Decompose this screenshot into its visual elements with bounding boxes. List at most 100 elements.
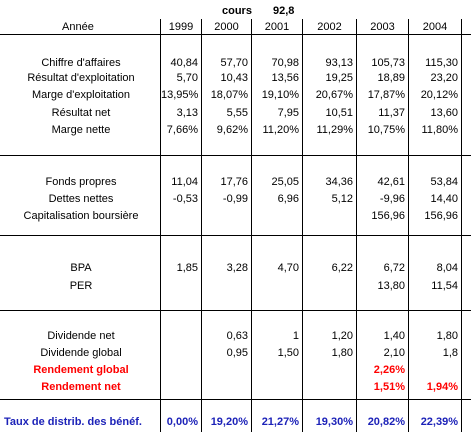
- table-cell: 6,96: [277, 193, 299, 205]
- table-cell: 1,85: [176, 262, 198, 274]
- row-label: Résultat net: [51, 107, 111, 119]
- table-cell: 57,70: [220, 57, 248, 69]
- table-cell: 23,20: [430, 72, 458, 84]
- table-cell: 13,95%: [161, 89, 199, 101]
- row-label: BPA: [70, 262, 92, 274]
- table-cell: 70,98: [271, 57, 299, 69]
- cours-value: 92,8: [273, 5, 295, 17]
- table-cell: 2,26%: [373, 364, 405, 376]
- header-year-2000: 2000: [214, 21, 239, 33]
- row-label: Capitalisation boursière: [23, 210, 139, 222]
- table-cell: 18,07%: [210, 89, 248, 101]
- table-cell: 115,30: [425, 57, 458, 69]
- section-rule-4: [0, 399, 471, 400]
- footer-value-2000: 19,20%: [210, 416, 248, 428]
- table-cell: 8,04: [436, 262, 458, 274]
- table-cell: 19,10%: [261, 89, 299, 101]
- col-rule-6: [408, 19, 409, 432]
- table-cell: 1,94%: [426, 381, 458, 393]
- row-label: Fonds propres: [45, 176, 117, 188]
- table-cell: 6,72: [383, 262, 405, 274]
- section-rule-3: [0, 310, 471, 311]
- table-cell: 10,75%: [367, 124, 405, 136]
- table-cell: 10,51: [325, 107, 353, 119]
- footer-value-2002: 19,30%: [315, 416, 353, 428]
- table-cell: 13,56: [271, 72, 299, 84]
- footer-value-2001: 21,27%: [261, 416, 299, 428]
- table-cell: 1,8: [442, 347, 458, 359]
- table-cell: 156,96: [424, 210, 458, 222]
- table-cell: 7,66%: [166, 124, 198, 136]
- section-rule-1: [0, 155, 471, 156]
- section-rule-2: [0, 235, 471, 236]
- table-cell: 10,43: [220, 72, 248, 84]
- table-cell: 42,61: [377, 176, 405, 188]
- table-cell: 105,73: [371, 57, 405, 69]
- row-label: Rendement global: [33, 364, 129, 376]
- cours-label: cours: [222, 5, 252, 17]
- col-rule-4: [302, 19, 303, 432]
- row-label: Chiffre d'affaires: [41, 57, 121, 69]
- table-cell: 11,80%: [421, 124, 459, 136]
- table-cell: 156,96: [371, 210, 405, 222]
- table-cell: 5,55: [226, 107, 248, 119]
- row-label: Rendement net: [41, 381, 121, 393]
- table-cell: 13,60: [430, 107, 458, 119]
- table-cell: 3,28: [226, 262, 248, 274]
- col-rule-3: [251, 19, 252, 432]
- header-label: Année: [62, 21, 94, 33]
- table-cell: 6,22: [331, 262, 353, 274]
- table-cell: 34,36: [325, 176, 353, 188]
- table-cell: 1,80: [436, 330, 458, 342]
- col-rule-2: [201, 19, 202, 432]
- table-cell: 25,05: [271, 176, 299, 188]
- header-year-2004: 2004: [422, 21, 448, 33]
- table-cell: 1,50: [277, 347, 299, 359]
- table-cell: 11,54: [431, 280, 458, 292]
- table-cell: 17,87%: [367, 89, 405, 101]
- table-cell: 0,95: [226, 347, 248, 359]
- header-year-1999: 1999: [168, 21, 194, 33]
- table-cell: 20,12%: [420, 89, 458, 101]
- table-cell: 5,70: [176, 72, 198, 84]
- footer-value-2004: 22,39%: [420, 416, 458, 428]
- table-cell: 40,84: [170, 57, 198, 69]
- table-cell: 2,10: [383, 347, 405, 359]
- table-cell: 1,40: [383, 330, 405, 342]
- table-cell: 53,84: [430, 176, 458, 188]
- table-cell: 1,20: [331, 330, 353, 342]
- table-cell: 9,62%: [216, 124, 248, 136]
- table-cell: 3,13: [176, 107, 198, 119]
- row-label: Résultat d'exploitation: [27, 72, 135, 84]
- row-label: Dividende global: [40, 347, 122, 359]
- table-cell: 5,12: [331, 193, 353, 205]
- row-label: Dettes nettes: [48, 193, 114, 205]
- header-year-2003: 2003: [370, 21, 395, 33]
- table-cell: 18,89: [377, 72, 405, 84]
- table-cell: 11,04: [171, 176, 198, 188]
- col-rule-7: [461, 19, 462, 432]
- table-cell: 7,95: [277, 107, 299, 119]
- header-year-2001: 2001: [264, 21, 290, 33]
- table-cell: 0,63: [226, 330, 248, 342]
- table-cell: 17,76: [220, 176, 248, 188]
- table-cell: 19,25: [325, 72, 353, 84]
- table-cell: 4,70: [277, 262, 299, 274]
- col-rule-1: [160, 19, 161, 432]
- table-cell: 1,80: [331, 347, 353, 359]
- footer-value-1999: 0,00%: [166, 416, 198, 428]
- row-label: Dividende net: [47, 330, 115, 342]
- header-rule: [0, 34, 471, 35]
- footer-value-2003: 20,82%: [367, 416, 405, 428]
- header-year-2002: 2002: [317, 21, 342, 33]
- table-cell: 93,13: [325, 57, 353, 69]
- row-label: PER: [69, 280, 93, 292]
- col-rule-5: [356, 19, 357, 432]
- table-cell: 1: [292, 330, 299, 342]
- table-cell: 14,40: [430, 193, 458, 205]
- table-cell: 11,29%: [316, 124, 354, 136]
- footer-label: Taux de distrib. des bénéf.: [4, 416, 142, 428]
- table-cell: -9,96: [379, 193, 405, 205]
- table-cell: 20,67%: [315, 89, 353, 101]
- table-cell: 1,51%: [373, 381, 405, 393]
